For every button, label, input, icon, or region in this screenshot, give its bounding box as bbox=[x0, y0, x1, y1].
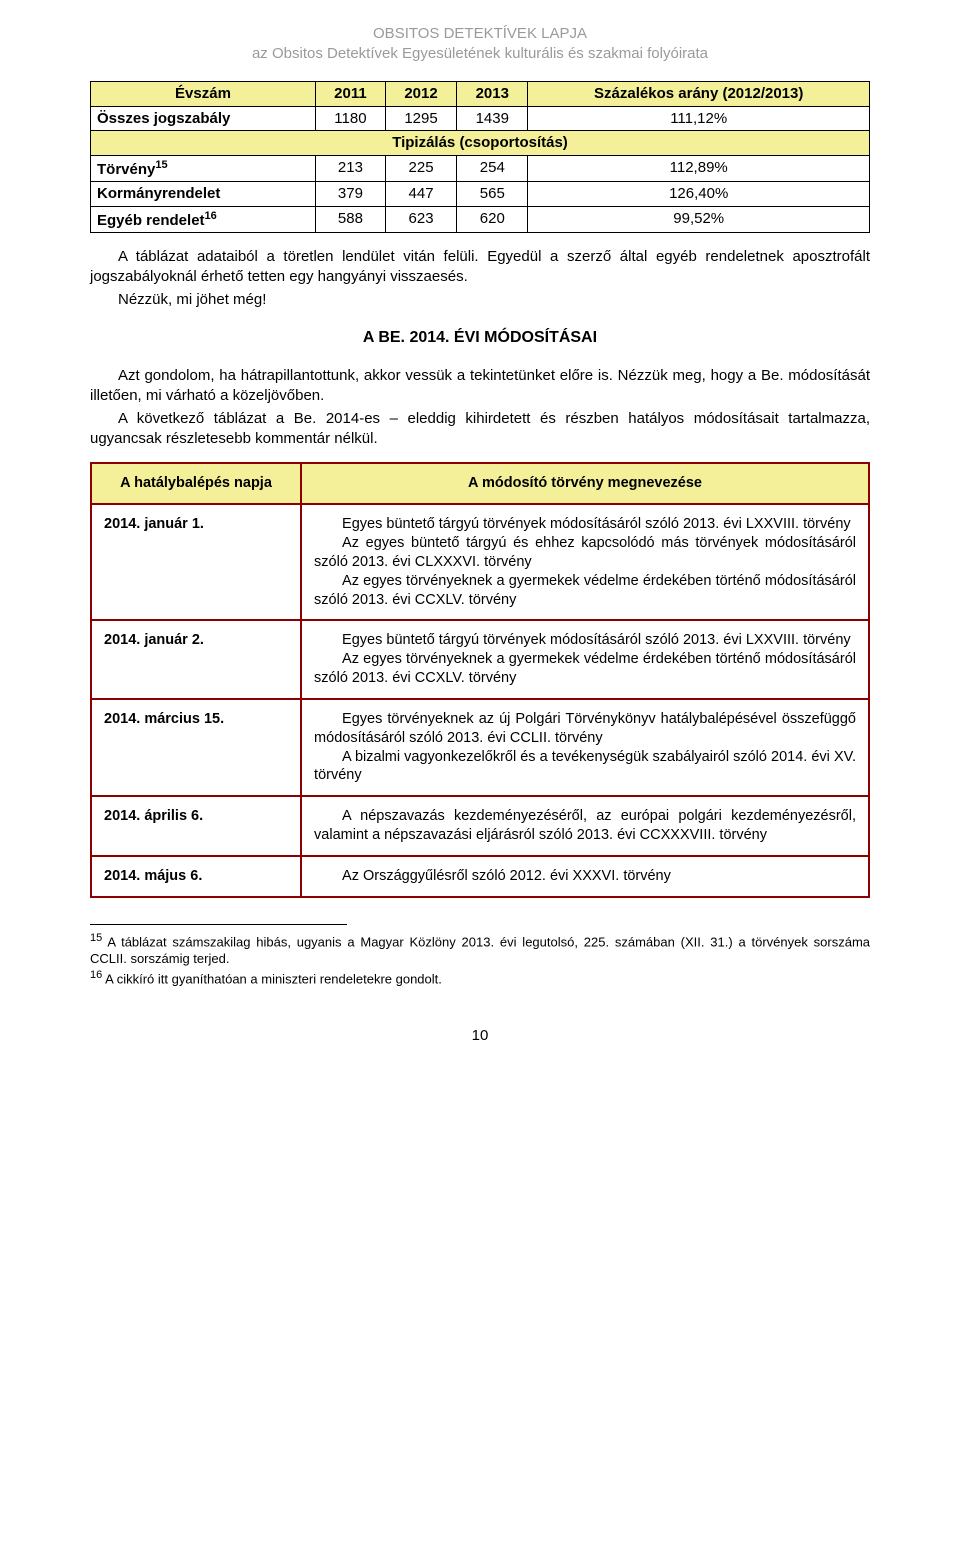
law-entry: Az egyes törvényeknek a gyermekek védelm… bbox=[314, 650, 856, 688]
desc-cell: Egyes büntető tárgyú törvények módosítás… bbox=[301, 504, 869, 620]
table-row: Törvény15 213 225 254 112,89% bbox=[91, 155, 870, 182]
table-row: Összes jogszabály 1180 1295 1439 111,12% bbox=[91, 106, 870, 131]
page-number: 10 bbox=[90, 1026, 870, 1046]
cell: 111,12% bbox=[528, 106, 870, 131]
table-row: 2014. január 1. Egyes büntető tárgyú tör… bbox=[91, 504, 869, 620]
section-label: Tipizálás (csoportosítás) bbox=[91, 131, 870, 156]
table-header-row: Évszám 2011 2012 2013 Százalékos arány (… bbox=[91, 82, 870, 107]
law-entry: A bizalmi vagyonkezelőkről és a tevékeny… bbox=[314, 748, 856, 786]
desc-cell: Az Országgyűlésről szóló 2012. évi XXXVI… bbox=[301, 856, 869, 897]
table-header-row: A hatálybalépés napja A módosító törvény… bbox=[91, 463, 869, 504]
cell: 1180 bbox=[315, 106, 385, 131]
cell: 1439 bbox=[457, 106, 528, 131]
law-entry: Egyes törvényeknek az új Polgári Törvény… bbox=[314, 710, 856, 748]
cell: 379 bbox=[315, 182, 385, 207]
desc-cell: A népszavazás kezdeményezéséről, az euró… bbox=[301, 796, 869, 856]
row-label: Egyéb rendelet16 bbox=[91, 206, 316, 233]
paragraph: Azt gondolom, ha hátrapillantottunk, akk… bbox=[90, 366, 870, 405]
cell: 588 bbox=[315, 206, 385, 233]
desc-cell: Egyes törvényeknek az új Polgári Törvény… bbox=[301, 699, 869, 796]
cell: 254 bbox=[457, 155, 528, 182]
document-header: OBSITOS DETEKTÍVEK LAPJA az Obsitos Dete… bbox=[90, 24, 870, 63]
law-entry: Az egyes büntető tárgyú és ehhez kapcsol… bbox=[314, 534, 856, 572]
paragraph: A táblázat adataiból a töretlen lendület… bbox=[90, 247, 870, 286]
col-header: Százalékos arány (2012/2013) bbox=[528, 82, 870, 107]
law-entry: Az egyes törvényeknek a gyermekek védelm… bbox=[314, 572, 856, 610]
table-row: Kormányrendelet 379 447 565 126,40% bbox=[91, 182, 870, 207]
col-header: 2012 bbox=[385, 82, 456, 107]
date-cell: 2014. január 2. bbox=[91, 620, 301, 699]
law-entry: Egyes büntető tárgyú törvények módosítás… bbox=[314, 515, 856, 534]
footnotes: 15 A táblázat számszakilag hibás, ugyani… bbox=[90, 931, 870, 988]
row-label: Törvény15 bbox=[91, 155, 316, 182]
cell: 225 bbox=[385, 155, 456, 182]
cell: 112,89% bbox=[528, 155, 870, 182]
date-cell: 2014. április 6. bbox=[91, 796, 301, 856]
cell: 565 bbox=[457, 182, 528, 207]
table-row: 2014. január 2. Egyes büntető tárgyú tör… bbox=[91, 620, 869, 699]
doc-title: OBSITOS DETEKTÍVEK LAPJA bbox=[90, 24, 870, 44]
col-header: 2013 bbox=[457, 82, 528, 107]
col-header: 2011 bbox=[315, 82, 385, 107]
row-label: Kormányrendelet bbox=[91, 182, 316, 207]
cell: 620 bbox=[457, 206, 528, 233]
cell: 213 bbox=[315, 155, 385, 182]
section-heading: A BE. 2014. ÉVI MÓDOSÍTÁSAI bbox=[90, 328, 870, 349]
cell: 126,40% bbox=[528, 182, 870, 207]
table-row: Egyéb rendelet16 588 623 620 99,52% bbox=[91, 206, 870, 233]
col-header: Évszám bbox=[91, 82, 316, 107]
row-label: Összes jogszabály bbox=[91, 106, 316, 131]
footnote: 16 A cikkíró itt gyaníthatóan a miniszte… bbox=[90, 968, 870, 988]
table-row: 2014. április 6. A népszavazás kezdemény… bbox=[91, 796, 869, 856]
law-entry: Egyes büntető tárgyú törvények módosítás… bbox=[314, 631, 856, 650]
cell: 623 bbox=[385, 206, 456, 233]
statistics-table: Évszám 2011 2012 2013 Százalékos arány (… bbox=[90, 81, 870, 233]
paragraph: Nézzük, mi jöhet még! bbox=[90, 290, 870, 310]
cell: 99,52% bbox=[528, 206, 870, 233]
paragraph: A következő táblázat a Be. 2014-es – ele… bbox=[90, 409, 870, 448]
amendments-table: A hatálybalépés napja A módosító törvény… bbox=[90, 462, 870, 898]
table-row: 2014. május 6. Az Országgyűlésről szóló … bbox=[91, 856, 869, 897]
date-cell: 2014. január 1. bbox=[91, 504, 301, 620]
col-header: A hatálybalépés napja bbox=[91, 463, 301, 504]
footnote-rule bbox=[90, 924, 347, 925]
col-header: A módosító törvény megnevezése bbox=[301, 463, 869, 504]
cell: 447 bbox=[385, 182, 456, 207]
doc-subtitle: az Obsitos Detektívek Egyesületének kult… bbox=[90, 44, 870, 64]
law-entry: A népszavazás kezdeményezéséről, az euró… bbox=[314, 807, 856, 845]
law-entry: Az Országgyűlésről szóló 2012. évi XXXVI… bbox=[314, 867, 856, 886]
table-row: 2014. március 15. Egyes törvényeknek az … bbox=[91, 699, 869, 796]
date-cell: 2014. március 15. bbox=[91, 699, 301, 796]
footnote: 15 A táblázat számszakilag hibás, ugyani… bbox=[90, 931, 870, 968]
desc-cell: Egyes büntető tárgyú törvények módosítás… bbox=[301, 620, 869, 699]
table-section-row: Tipizálás (csoportosítás) bbox=[91, 131, 870, 156]
date-cell: 2014. május 6. bbox=[91, 856, 301, 897]
cell: 1295 bbox=[385, 106, 456, 131]
